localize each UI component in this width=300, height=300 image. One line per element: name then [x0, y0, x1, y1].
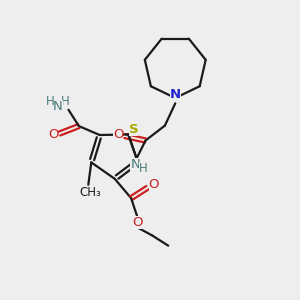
Text: N: N — [53, 100, 63, 113]
Text: O: O — [149, 178, 159, 191]
Text: N: N — [170, 88, 181, 101]
Text: O: O — [48, 128, 58, 142]
Text: CH₃: CH₃ — [79, 186, 101, 199]
Text: H: H — [46, 95, 54, 108]
Text: N: N — [130, 158, 140, 171]
Text: O: O — [113, 128, 123, 141]
Text: H: H — [139, 162, 148, 175]
Text: H: H — [61, 95, 70, 108]
Text: S: S — [129, 123, 139, 136]
Text: O: O — [132, 216, 142, 229]
